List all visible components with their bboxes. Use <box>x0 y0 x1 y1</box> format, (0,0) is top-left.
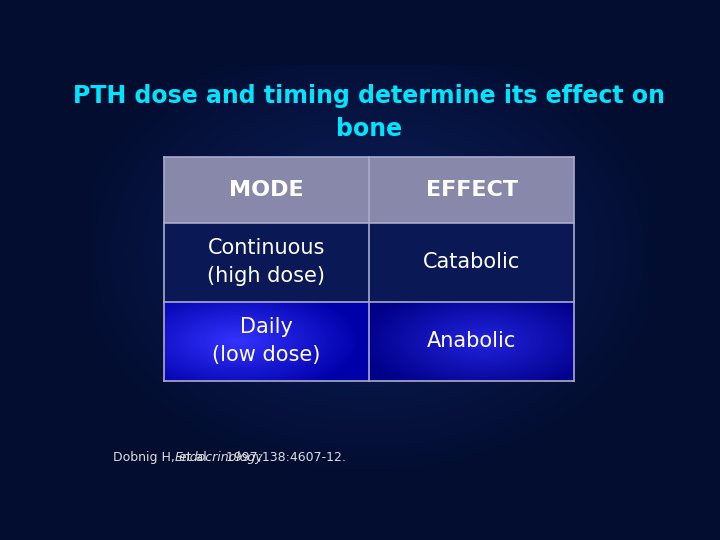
Bar <box>369 157 575 222</box>
Text: Dobnig H, et al.: Dobnig H, et al. <box>113 451 215 464</box>
Text: 1997;138:4607-12.: 1997;138:4607-12. <box>222 451 346 464</box>
Text: Catabolic: Catabolic <box>423 252 521 272</box>
Text: Continuous
(high dose): Continuous (high dose) <box>207 238 325 286</box>
Text: EFFECT: EFFECT <box>426 180 518 200</box>
Text: MODE: MODE <box>229 180 304 200</box>
Bar <box>163 157 369 222</box>
Text: Daily
(low dose): Daily (low dose) <box>212 317 320 365</box>
Text: PTH dose and timing determine its effect on
bone: PTH dose and timing determine its effect… <box>73 84 665 141</box>
Text: Endocrinology: Endocrinology <box>175 451 264 464</box>
Text: Anabolic: Anabolic <box>427 331 516 351</box>
Bar <box>163 157 575 381</box>
